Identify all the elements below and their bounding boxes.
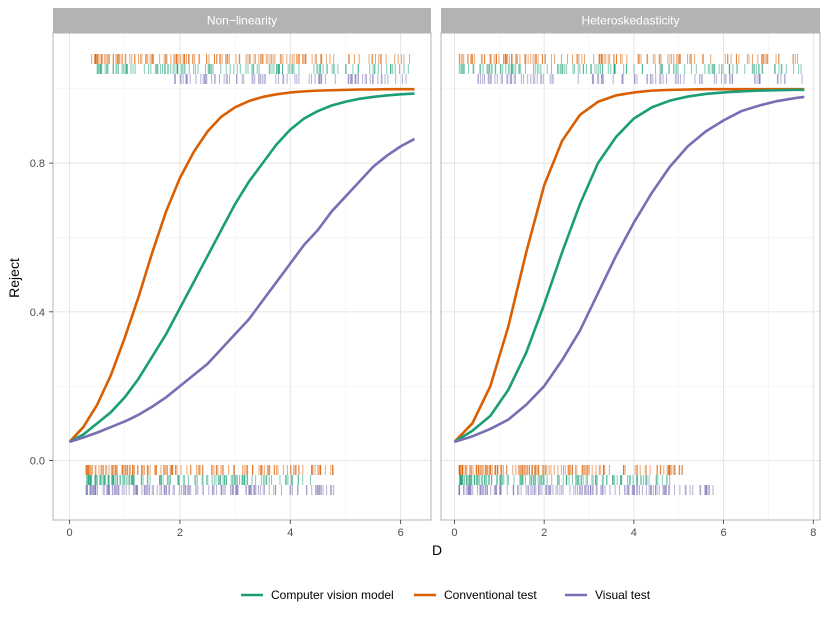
y-tick-label: 0.4 [30, 307, 45, 319]
legend-item: Conventional test [414, 588, 537, 602]
x-tick-label: 0 [451, 527, 457, 539]
legend-label: Visual test [595, 588, 651, 602]
panel-2: Heteroskedasticity 0 2 4 6 8 [440, 8, 821, 539]
rug-marks [458, 54, 803, 495]
x-tick-label: 6 [721, 527, 727, 539]
x-tick-label: 4 [631, 527, 637, 539]
panel-border [52, 32, 432, 521]
curves [68, 87, 416, 444]
gridlines [53, 33, 431, 520]
series-line-visual-test [69, 137, 416, 444]
x-tick-label: 8 [810, 527, 816, 539]
legend-label: Conventional test [444, 588, 537, 602]
y-tick-label: 0.0 [30, 456, 45, 468]
panels-layer: Non−linearity 0 2 4 6 Heteroskedasticity 0 2 4 6 8 [52, 8, 821, 539]
series-line-computer-vision-model [453, 88, 805, 444]
panel-strip [53, 8, 431, 33]
x-tick-label: 0 [66, 527, 72, 539]
y-tick-label: 0.8 [30, 158, 45, 170]
curves [453, 87, 805, 444]
panel-border [440, 32, 821, 521]
x-tick-label: 6 [398, 527, 404, 539]
legend-item: Computer vision model [241, 588, 394, 602]
plot-background [441, 33, 820, 520]
gridlines [441, 33, 820, 520]
legend: Computer vision model Conventional test Vi… [241, 588, 651, 602]
panel-1: Non−linearity 0 2 4 6 [52, 8, 432, 539]
legend-label: Computer vision model [271, 588, 394, 602]
series-line-conventional-test [453, 87, 805, 443]
rug-marks [85, 54, 411, 495]
x-tick-label: 2 [177, 527, 183, 539]
y-axis-title: Reject [6, 258, 22, 298]
plot-background [53, 33, 431, 520]
panel-strip [441, 8, 820, 33]
x-tick-label: 4 [287, 527, 293, 539]
series-line-visual-test [454, 95, 805, 444]
panel-title: Non−linearity [207, 14, 277, 28]
y-axis: 0.0 0.4 0.8 [30, 158, 53, 468]
x-axis: 0 2 4 6 [66, 520, 404, 539]
panel-title: Heteroskedasticity [581, 14, 679, 28]
x-axis: 0 2 4 6 8 [451, 520, 816, 539]
x-tick-label: 2 [541, 527, 547, 539]
series-line-conventional-test [68, 87, 415, 443]
x-axis-title: D [432, 542, 442, 558]
legend-item: Visual test [565, 588, 651, 602]
series-line-computer-vision-model [68, 92, 415, 444]
